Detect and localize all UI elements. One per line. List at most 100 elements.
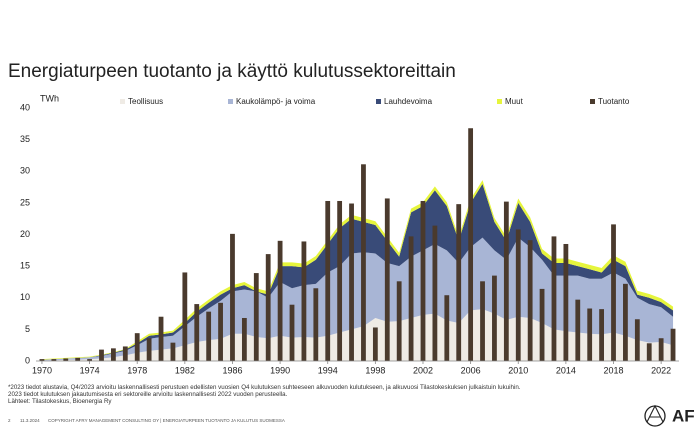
y-tick-label: 25: [20, 197, 30, 207]
x-tick-label: 2002: [413, 365, 433, 375]
x-tick-label: 1978: [127, 365, 147, 375]
bar: [289, 304, 295, 361]
bar: [313, 288, 319, 361]
x-tick-label: 1994: [318, 365, 338, 375]
x-tick-label: 2006: [461, 365, 481, 375]
x-tick-label: 1970: [32, 365, 52, 375]
legend-swatch: [590, 99, 595, 104]
chart-title: Energiaturpeen tuotanto ja käyttö kulutu…: [8, 61, 456, 82]
bar: [372, 327, 378, 361]
bar: [563, 243, 569, 361]
legend-swatch: [228, 99, 233, 104]
bar: [51, 359, 57, 361]
y-tick-label: 15: [20, 261, 30, 271]
bar: [218, 302, 223, 361]
bar: [301, 241, 307, 361]
logo: AF: [644, 404, 695, 427]
bar: [170, 342, 176, 361]
x-tick-label: 2010: [508, 365, 528, 375]
bar: [658, 338, 664, 361]
bar: [468, 128, 474, 361]
x-tick-label: 1998: [365, 365, 385, 375]
bar: [361, 164, 366, 361]
bar: [122, 346, 128, 361]
bar: [241, 317, 247, 361]
bar: [134, 333, 140, 361]
legend-swatch: [376, 99, 381, 104]
legend-label: Kaukolämpö- ja voima: [236, 97, 316, 106]
bar: [87, 359, 92, 361]
y-tick-label: 20: [20, 229, 30, 239]
note: 2023 tiedot kulutuksen jakautumisesta er…: [8, 391, 288, 398]
bar: [551, 236, 557, 361]
x-tick-label: 1982: [175, 365, 195, 375]
logo-text: AF: [672, 406, 695, 425]
bar: [670, 328, 676, 361]
bar: [646, 343, 652, 361]
bar: [444, 295, 450, 361]
note: *2023 tiedot alustavia, Q4/2023 arvioitu…: [8, 384, 521, 391]
bar: [349, 203, 354, 361]
area: [41, 237, 674, 361]
bar: [206, 311, 212, 361]
note: Lähteet: Tilastokeskus, Bioenergia Ry: [8, 398, 112, 405]
bar: [253, 273, 259, 361]
bar: [420, 200, 426, 361]
legend-swatch: [497, 99, 502, 104]
legend-label: Tuotanto: [598, 97, 630, 106]
bar: [623, 283, 628, 361]
page-number: 2: [8, 418, 11, 423]
bar: [492, 275, 497, 361]
bar: [194, 304, 200, 361]
bar: [63, 358, 69, 361]
x-tick-label: 1974: [80, 365, 100, 375]
bar: [265, 254, 271, 361]
bar: [99, 349, 104, 361]
bar: [325, 200, 331, 361]
bar: [432, 225, 438, 361]
footer-date: 11.3.2024: [20, 418, 40, 423]
y-tick-label: 5: [25, 324, 30, 334]
legend-label: Lauhdevoima: [384, 97, 433, 106]
y-tick-label: 30: [20, 166, 30, 176]
bar: [503, 201, 509, 361]
bar: [182, 272, 188, 361]
x-tick-label: 2022: [651, 365, 671, 375]
bar: [575, 299, 581, 361]
y-tick-label: 10: [20, 292, 30, 302]
y-axis-label: TWh: [40, 93, 59, 103]
x-tick-label: 1990: [270, 365, 290, 375]
bar: [527, 240, 533, 361]
y-tick-label: 35: [20, 134, 30, 144]
bar: [337, 200, 343, 361]
bar: [515, 229, 521, 361]
y-tick-label: 40: [20, 102, 30, 112]
legend-label: Teollisuus: [128, 97, 163, 106]
bar: [39, 359, 45, 361]
bar: [146, 338, 152, 361]
x-tick-label: 1986: [222, 365, 242, 375]
bar: [230, 233, 235, 361]
area: [41, 183, 674, 360]
x-tick-label: 2014: [556, 365, 576, 375]
bar: [599, 309, 605, 361]
legend-swatch: [120, 99, 125, 104]
area: [41, 309, 674, 361]
x-tick-label: 2018: [603, 365, 623, 375]
bar: [634, 319, 640, 361]
bar: [277, 240, 283, 361]
bar: [587, 308, 593, 361]
bar: [539, 288, 545, 361]
bar: [384, 198, 390, 361]
legend-label: Muut: [505, 97, 524, 106]
bar: [408, 236, 414, 361]
bar: [456, 204, 462, 361]
bar: [480, 281, 485, 361]
footer-text: COPYRIGHT AFRY MANAGEMENT CONSULTING OY …: [48, 418, 285, 423]
bar: [110, 348, 116, 361]
bar: [396, 281, 402, 361]
y-tick-label: 0: [25, 355, 30, 365]
bar: [158, 316, 164, 361]
bar: [611, 224, 616, 361]
